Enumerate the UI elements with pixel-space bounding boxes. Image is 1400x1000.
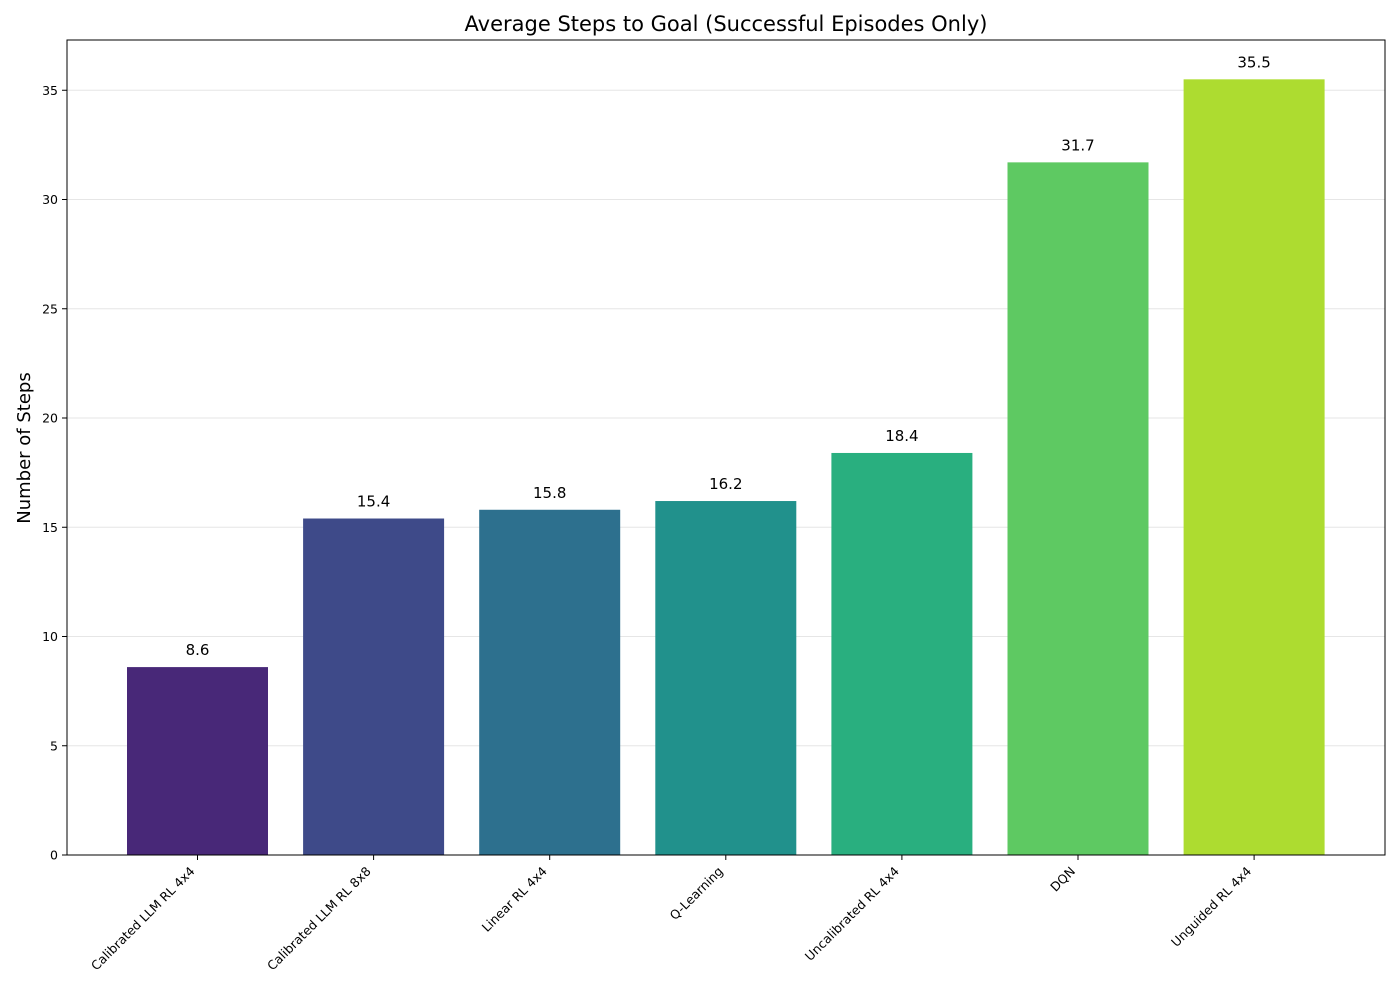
bar [1183,79,1325,855]
x-tick-label: Unguided RL 4x4 [1168,863,1254,949]
y-tick-label: 35 [42,83,58,98]
y-tick-label: 30 [42,192,58,207]
data-label: 8.6 [186,641,210,659]
data-label: 31.7 [1061,136,1094,154]
x-tick-label: Q-Learning [667,864,726,923]
bar [831,452,973,855]
bar [655,501,797,855]
data-label: 35.5 [1237,53,1270,71]
bar [479,509,621,855]
x-tick-label: Uncalibrated RL 4x4 [802,863,902,963]
y-axis-label: Number of Steps [14,372,35,523]
x-tick-label: Calibrated LLM RL 8x8 [264,863,374,973]
y-tick-label: 0 [50,848,58,863]
data-label: 15.4 [357,493,390,511]
data-label: 18.4 [885,427,918,445]
y-tick-label: 20 [42,411,58,426]
y-tick-label: 15 [42,520,58,535]
y-tick-label: 5 [50,738,58,753]
y-tick-label: 25 [42,301,58,316]
y-tick-label: 10 [42,629,58,644]
bar [1007,162,1149,855]
bars [127,79,1325,855]
data-label: 15.8 [533,484,566,502]
chart-title: Average Steps to Goal (Successful Episod… [465,12,988,36]
plot-frame [66,39,1386,856]
bar [303,518,445,855]
x-tick-label: Calibrated LLM RL 4x4 [88,863,198,973]
x-tick-label: Linear RL 4x4 [479,863,550,934]
x-tick-label: DQN [1047,864,1078,895]
bar [127,667,268,855]
data-labels: 8.6 15.4 15.8 16.2 18.4 31.7 35.5 [186,53,1271,659]
x-axis-ticks: Calibrated LLM RL 4x4 Calibrated LLM RL 8… [88,855,1255,973]
data-label: 16.2 [709,475,742,493]
y-axis-ticks: 0 5 10 15 20 25 30 35 [42,83,67,863]
